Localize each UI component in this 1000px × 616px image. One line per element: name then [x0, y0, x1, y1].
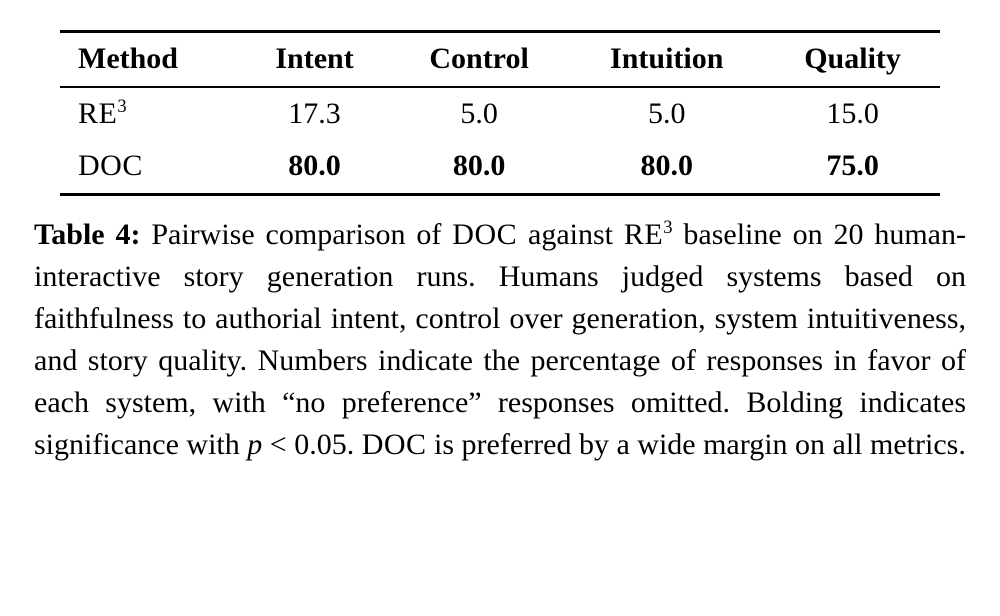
cell-method: DOC	[60, 140, 239, 194]
col-quality: Quality	[765, 32, 940, 87]
col-control: Control	[390, 32, 568, 87]
caption-doc: DOC	[362, 428, 427, 461]
caption-doc: DOC	[452, 218, 517, 251]
caption-text: Pairwise comparison of	[140, 218, 452, 251]
col-method: Method	[60, 32, 239, 87]
caption-re: RE	[624, 218, 663, 251]
col-intent: Intent	[239, 32, 390, 87]
caption-p: p	[247, 428, 262, 461]
cell-intuition: 5.0	[568, 87, 765, 141]
cell-quality: 15.0	[765, 87, 940, 141]
cell-intuition: 80.0	[568, 140, 765, 194]
col-intuition: Intuition	[568, 32, 765, 87]
cell-control: 5.0	[390, 87, 568, 141]
caption-label: Table 4:	[34, 218, 140, 251]
cell-intent: 80.0	[239, 140, 390, 194]
table-header-row: Method Intent Control Intuition Quality	[60, 32, 940, 87]
caption-text: against	[517, 218, 624, 251]
method-name: RE	[78, 97, 117, 130]
cell-intent: 17.3	[239, 87, 390, 141]
cell-method: RE3	[60, 87, 239, 141]
table-caption: Table 4: Pairwise comparison of DOC agai…	[34, 214, 966, 466]
caption-lt: <	[262, 428, 294, 461]
caption-re-sup: 3	[663, 217, 672, 238]
cell-control: 80.0	[390, 140, 568, 194]
comparison-table: Method Intent Control Intuition Quality …	[60, 30, 940, 196]
table-row: DOC 80.0 80.0 80.0 75.0	[60, 140, 940, 194]
method-sup: 3	[117, 96, 126, 117]
method-name: DOC	[78, 149, 143, 182]
cell-quality: 75.0	[765, 140, 940, 194]
table-row: RE3 17.3 5.0 5.0 15.0	[60, 87, 940, 141]
caption-text: .	[347, 428, 362, 461]
caption-text: baseline on 20 human-interactive story g…	[34, 218, 966, 461]
caption-alpha: 0.05	[294, 428, 347, 461]
caption-text: is preferred by a wide margin on all met…	[427, 428, 966, 461]
